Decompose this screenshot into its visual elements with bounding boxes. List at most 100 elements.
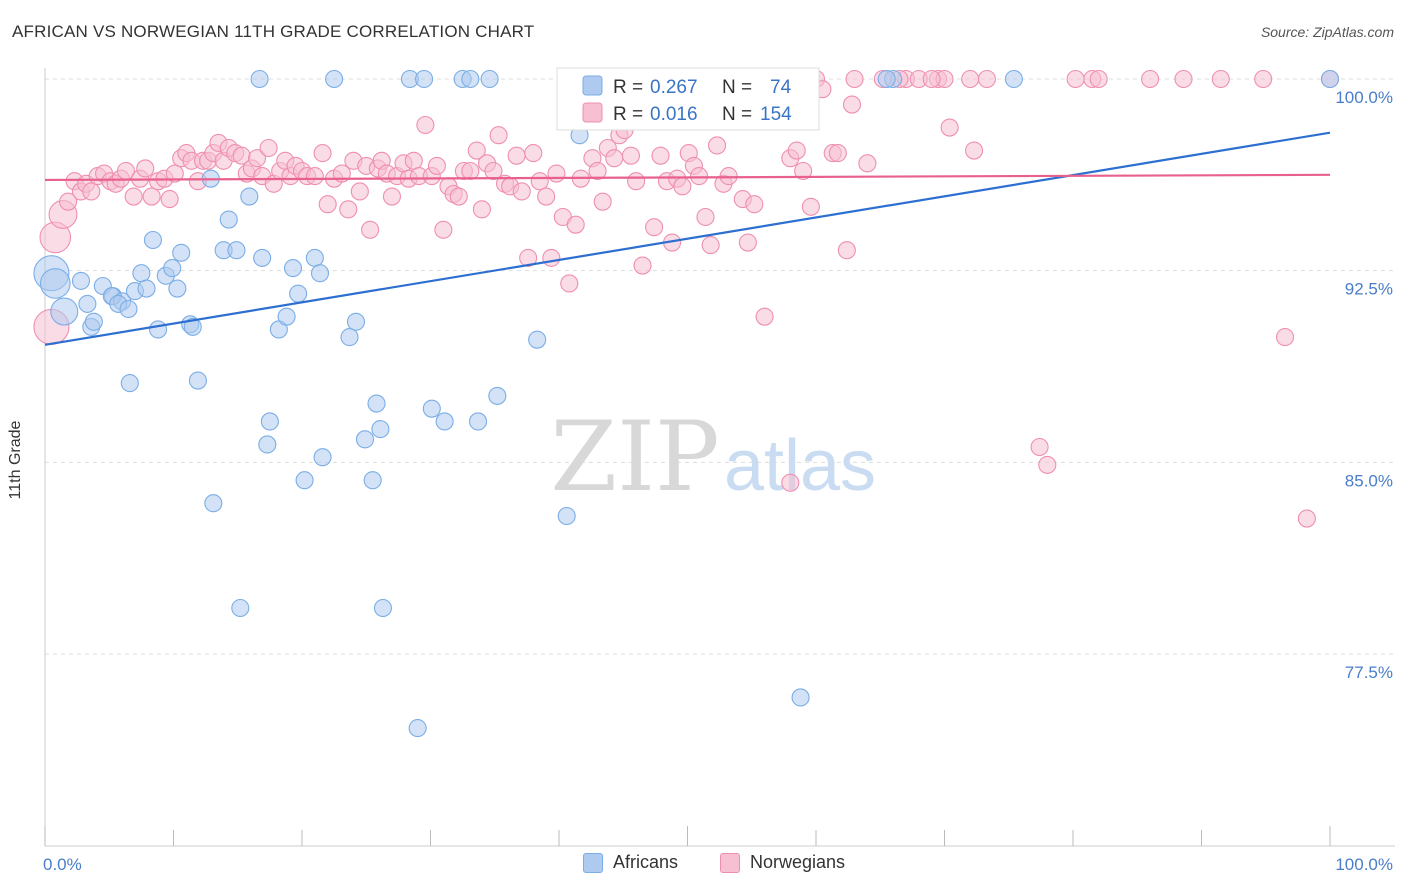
norwegian-point — [1174, 69, 1193, 89]
norwegian-point — [560, 274, 579, 293]
african-point — [240, 187, 259, 206]
african-point — [435, 412, 454, 431]
african-point — [488, 386, 507, 405]
legend-r-label-norwegians: R = — [613, 104, 643, 125]
african-point — [172, 243, 191, 262]
stats-legend: R = 0.267 N = 74 R = 0.016 N = 154 — [556, 67, 820, 131]
norwegian-point — [484, 161, 503, 181]
african-point — [528, 330, 547, 349]
african-point — [355, 430, 375, 449]
norwegian-point — [1275, 328, 1295, 347]
african-point — [219, 210, 238, 229]
norwegian-point — [965, 141, 984, 160]
norwegian-point — [858, 154, 877, 173]
norwegian-point — [1297, 509, 1316, 528]
norwegian-point — [781, 473, 800, 492]
african-point — [231, 598, 250, 618]
african-point — [791, 688, 810, 707]
watermark-zip: ZIP — [550, 401, 719, 513]
african-point — [1320, 69, 1340, 89]
norwegian-point — [524, 144, 543, 163]
african-point — [227, 241, 246, 260]
norwegian-point — [82, 182, 101, 201]
tick-labels: 77.5% 85.0% 92.5% 100.0% 0.0% 100.0% — [43, 88, 1393, 874]
african-point — [1004, 69, 1023, 89]
african-point — [325, 69, 344, 89]
norwegian-point — [530, 172, 549, 191]
african-point — [168, 279, 187, 298]
norwegian-point — [547, 164, 566, 183]
norwegian-point — [922, 69, 941, 89]
y-tick-label: 85.0% — [1345, 471, 1393, 490]
african-point — [480, 69, 499, 89]
african-point — [468, 412, 488, 431]
trend-lines — [44, 131, 1331, 346]
norwegian-point — [361, 220, 380, 239]
legend-swatch-norwegians-bottom — [720, 852, 740, 873]
norwegian-point — [708, 136, 727, 155]
african-point — [295, 471, 314, 490]
norwegian-point — [605, 149, 624, 168]
norwegian-point — [690, 167, 709, 186]
legend-swatch-norwegians — [582, 102, 603, 123]
african-point — [371, 420, 390, 439]
african-point — [283, 259, 303, 278]
legend-n-value-africans: 74 — [770, 77, 792, 98]
y-tick-label: 77.5% — [1345, 663, 1393, 682]
african-point — [250, 69, 269, 89]
african-point — [367, 394, 386, 413]
african-point — [289, 284, 308, 303]
african-point — [260, 412, 279, 431]
norwegian-point — [645, 218, 664, 237]
african-point — [50, 297, 79, 326]
y-tick-label: 100.0% — [1335, 88, 1393, 107]
norwegian-point — [1089, 69, 1108, 89]
norwegian-point — [940, 118, 959, 137]
norwegian-point — [593, 192, 612, 211]
legend-item-norwegians: Norwegians — [720, 852, 845, 873]
norwegian-point — [794, 161, 813, 181]
y-tick-label: 92.5% — [1345, 280, 1393, 299]
african-point — [137, 279, 156, 298]
norwegian-point — [566, 215, 585, 234]
african-point — [119, 299, 138, 319]
series-legend: Africans Norwegians — [0, 850, 1406, 880]
african-point — [163, 259, 182, 278]
legend-label-norwegians: Norwegians — [750, 852, 846, 872]
african-point — [120, 374, 139, 393]
norwegian-point — [621, 146, 641, 165]
african-point — [71, 271, 91, 290]
axes — [44, 68, 1395, 847]
legend-r-value-norwegians: 0.016 — [650, 104, 698, 125]
african-point — [373, 598, 393, 618]
x-tick-label: 0.0% — [43, 855, 82, 874]
norwegian-point — [404, 151, 423, 170]
norwegian-point — [961, 69, 980, 89]
norwegian-point — [489, 126, 508, 145]
norwegian-point — [801, 197, 820, 216]
african-point — [363, 471, 382, 490]
african-point — [183, 317, 202, 336]
african-point — [258, 435, 277, 454]
legend-r-value-africans: 0.267 — [650, 77, 698, 98]
african-point — [408, 719, 427, 738]
norwegian-point — [427, 156, 446, 175]
african-point — [204, 494, 223, 513]
african-point — [149, 320, 168, 339]
norwegians-trend-line — [44, 173, 1331, 182]
african-point — [313, 448, 332, 467]
norwegian-point — [512, 182, 531, 201]
african-point — [422, 399, 441, 418]
chart-title: AFRICAN VS NORWEGIAN 11TH GRADE CORRELAT… — [12, 22, 535, 41]
norwegian-point — [313, 144, 332, 163]
africans-trend-line — [44, 131, 1331, 346]
norwegian-point — [259, 138, 278, 158]
legend-swatch-africans — [582, 75, 603, 96]
norwegian-point — [142, 187, 161, 206]
norwegian-point — [627, 172, 646, 191]
norwegian-point — [124, 187, 143, 206]
norwegian-point — [472, 200, 491, 219]
african-point — [78, 294, 97, 313]
norwegian-point — [519, 248, 538, 267]
norwegian-point — [350, 182, 369, 201]
